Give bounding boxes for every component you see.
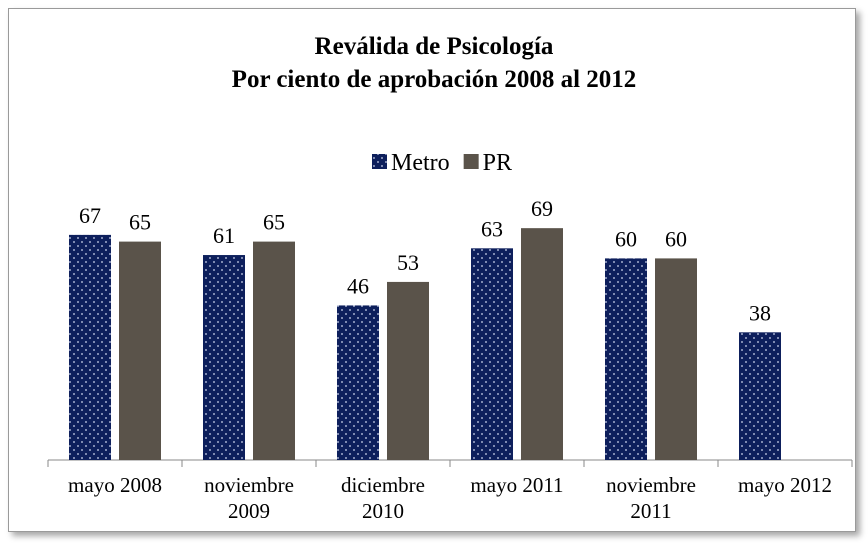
x-tick-label: mayo 2011: [470, 473, 564, 497]
bar: [655, 258, 697, 460]
x-tick-label: mayo 2008: [68, 473, 162, 497]
bar: [739, 332, 781, 460]
bar: [203, 255, 245, 460]
data-label: 69: [531, 196, 553, 221]
legend-label: PR: [483, 150, 512, 176]
bar: [387, 281, 429, 460]
x-tick-label: diciembre 2010: [341, 473, 425, 523]
bar: [337, 305, 379, 460]
bar: [521, 228, 563, 460]
data-label: 61: [213, 223, 235, 248]
data-label: 53: [397, 250, 419, 275]
data-label: 60: [615, 226, 637, 251]
data-label: 60: [665, 226, 687, 251]
bar: [119, 241, 161, 460]
data-label: 65: [129, 210, 151, 235]
legend-swatch: [372, 154, 387, 169]
data-label: 63: [481, 216, 503, 241]
data-label: 46: [347, 273, 369, 298]
bar: [471, 248, 513, 460]
legend-label: Metro: [391, 150, 450, 176]
data-label: 65: [263, 210, 285, 235]
bar: [69, 234, 111, 460]
chart-title: Reválida de Psicología Por ciento de apr…: [231, 33, 637, 93]
x-tick-label: noviembre 2009: [204, 473, 294, 523]
data-label: 38: [749, 300, 771, 325]
legend-swatch: [463, 154, 479, 169]
bar: [605, 258, 647, 460]
bar: [253, 241, 295, 460]
x-tick-label: noviembre 2011: [606, 473, 696, 523]
x-tick-label: mayo 2012: [738, 473, 832, 497]
data-label: 67: [79, 203, 101, 228]
